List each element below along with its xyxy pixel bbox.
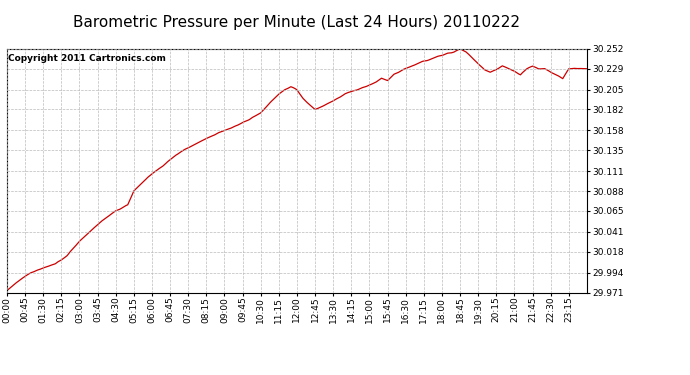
Text: Barometric Pressure per Minute (Last 24 Hours) 20110222: Barometric Pressure per Minute (Last 24 … (73, 15, 520, 30)
Text: Copyright 2011 Cartronics.com: Copyright 2011 Cartronics.com (8, 54, 166, 63)
